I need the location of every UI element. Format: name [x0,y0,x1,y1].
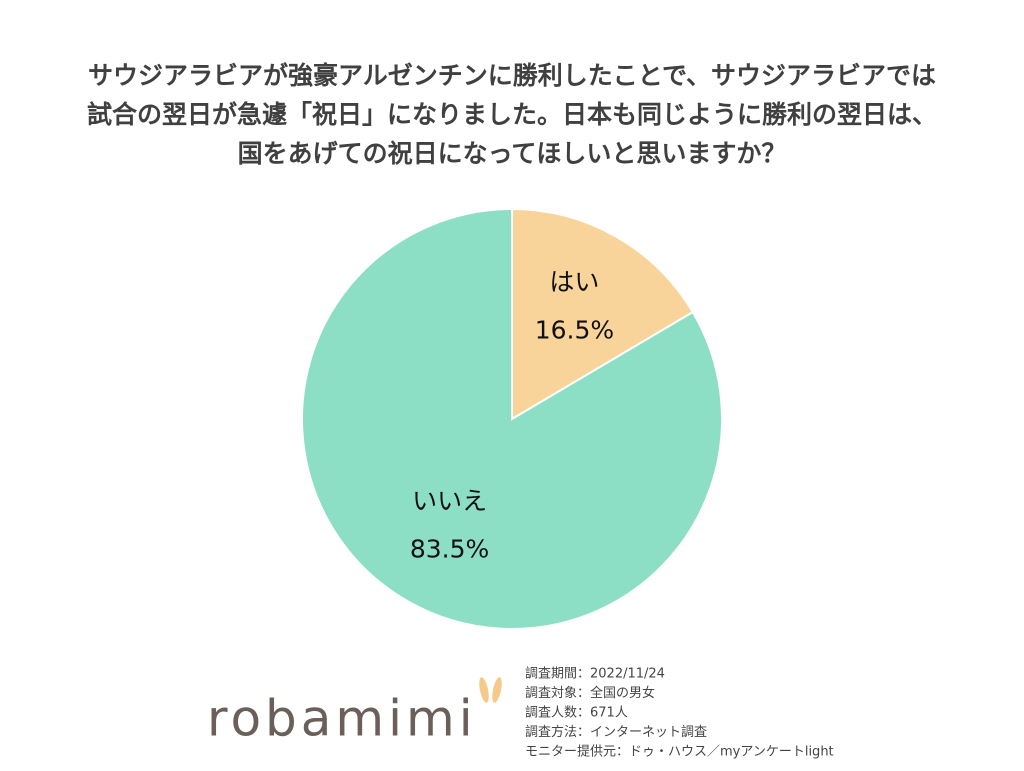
chart-title: 国をあげての祝日になってほしいと思いますか？ [238,139,787,168]
survey-note: 調査期間：2022/11/24 [525,667,665,682]
slice-label: いいえ [412,486,487,515]
chart-title: サウジアラビアが強豪アルゼンチンに勝利したことで、サウジアラビアでは [88,61,936,90]
survey-note: 調査人数：671人 [525,706,628,721]
value-label: 83.5% [410,534,489,563]
logo-ear [479,677,489,703]
survey-note: モニター提供元：ドゥ・ハウス／myアンケートlight [525,744,834,760]
logo-text: robamimi [207,690,477,748]
survey-note: 調査方法：インターネット調査 [525,724,707,740]
pie-slice [511,207,695,421]
chart-title: 試合の翌日が急遽「祝日」になりました。日本も同じように勝利の翌日は、 [87,100,937,129]
value-label: 16.5% [535,316,614,345]
logo: robamimi [207,677,502,748]
slice-label: はい [549,268,599,297]
logo-ear [492,677,502,703]
pie-slice [301,207,723,630]
survey-note: 調査対象：全国の男女 [525,685,655,701]
